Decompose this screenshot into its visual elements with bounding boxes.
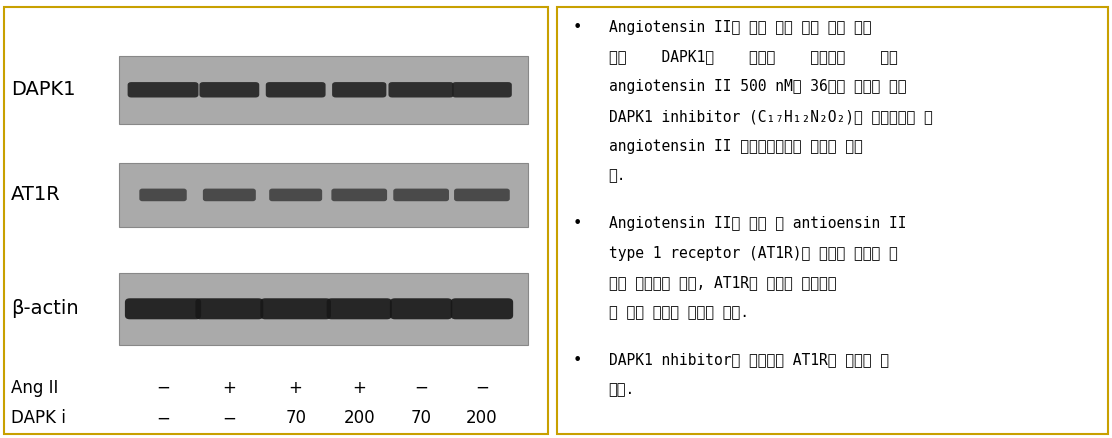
Text: 게 되는 것으로 알려져 있음.: 게 되는 것으로 알려져 있음. [608, 305, 748, 320]
Text: DAPK1: DAPK1 [11, 80, 76, 99]
FancyBboxPatch shape [119, 272, 528, 345]
FancyBboxPatch shape [266, 82, 326, 98]
Text: AT1R: AT1R [11, 185, 61, 205]
Text: −: − [222, 409, 236, 427]
Text: •: • [573, 20, 582, 35]
Text: DAPK1 nhibitor를 처리하면 AT1R의 발현이 감: DAPK1 nhibitor를 처리하면 AT1R의 발현이 감 [608, 353, 888, 367]
Text: +: + [289, 378, 302, 397]
FancyBboxPatch shape [454, 189, 509, 201]
FancyBboxPatch shape [260, 298, 331, 319]
Text: β-actin: β-actin [11, 299, 79, 318]
Text: +: + [353, 378, 366, 397]
Text: angiotensin II 신호전달체계의 변화를 확인: angiotensin II 신호전달체계의 변화를 확인 [608, 139, 862, 154]
Text: angiotensin II 500 nM을 36시간 처리한 후에: angiotensin II 500 nM을 36시간 처리한 후에 [608, 79, 906, 94]
FancyBboxPatch shape [451, 82, 512, 98]
Text: Angiotensin II는 세포 내 antioensin II: Angiotensin II는 세포 내 antioensin II [608, 216, 906, 231]
Text: •: • [573, 216, 582, 231]
FancyBboxPatch shape [394, 189, 449, 201]
FancyBboxPatch shape [269, 189, 322, 201]
Text: 화를 일으키게 되며, AT1R의 발현을 증가시키: 화를 일으키게 되며, AT1R의 발현을 증가시키 [608, 276, 836, 290]
FancyBboxPatch shape [119, 163, 528, 227]
FancyBboxPatch shape [202, 189, 256, 201]
FancyBboxPatch shape [139, 189, 187, 201]
Text: DAPK i: DAPK i [11, 409, 66, 427]
Text: 200: 200 [344, 409, 375, 427]
Text: 70: 70 [285, 409, 306, 427]
FancyBboxPatch shape [125, 298, 201, 319]
FancyBboxPatch shape [332, 82, 386, 98]
FancyBboxPatch shape [196, 298, 264, 319]
Text: Angiotensin II에 의한 협관 노화 유도 조건: Angiotensin II에 의한 협관 노화 유도 조건 [608, 20, 871, 35]
Text: −: − [156, 409, 170, 427]
Text: 70: 70 [410, 409, 431, 427]
FancyBboxPatch shape [119, 56, 528, 124]
Text: −: − [156, 378, 170, 397]
FancyBboxPatch shape [199, 82, 259, 98]
Text: 함.: 함. [608, 169, 626, 184]
FancyBboxPatch shape [327, 298, 391, 319]
Text: 200: 200 [466, 409, 498, 427]
Text: Ang II: Ang II [11, 378, 59, 397]
Text: −: − [475, 378, 489, 397]
Text: DAPK1 inhibitor (C₁₇H₁₂N₂O₂)를 처리하였을 때: DAPK1 inhibitor (C₁₇H₁₂N₂O₂)를 처리하였을 때 [608, 109, 932, 124]
Text: •: • [573, 353, 582, 367]
FancyBboxPatch shape [390, 298, 453, 319]
Text: type 1 receptor (AT1R)을 통해서 세포의 변: type 1 receptor (AT1R)을 통해서 세포의 변 [608, 246, 897, 261]
Text: 에서    DAPK1의    역할을    확인하기    위해: 에서 DAPK1의 역할을 확인하기 위해 [608, 49, 897, 64]
FancyBboxPatch shape [128, 82, 198, 98]
FancyBboxPatch shape [331, 189, 387, 201]
Text: −: − [414, 378, 428, 397]
FancyBboxPatch shape [450, 298, 513, 319]
Text: 소함.: 소함. [608, 382, 635, 397]
FancyBboxPatch shape [388, 82, 454, 98]
Text: +: + [222, 378, 236, 397]
